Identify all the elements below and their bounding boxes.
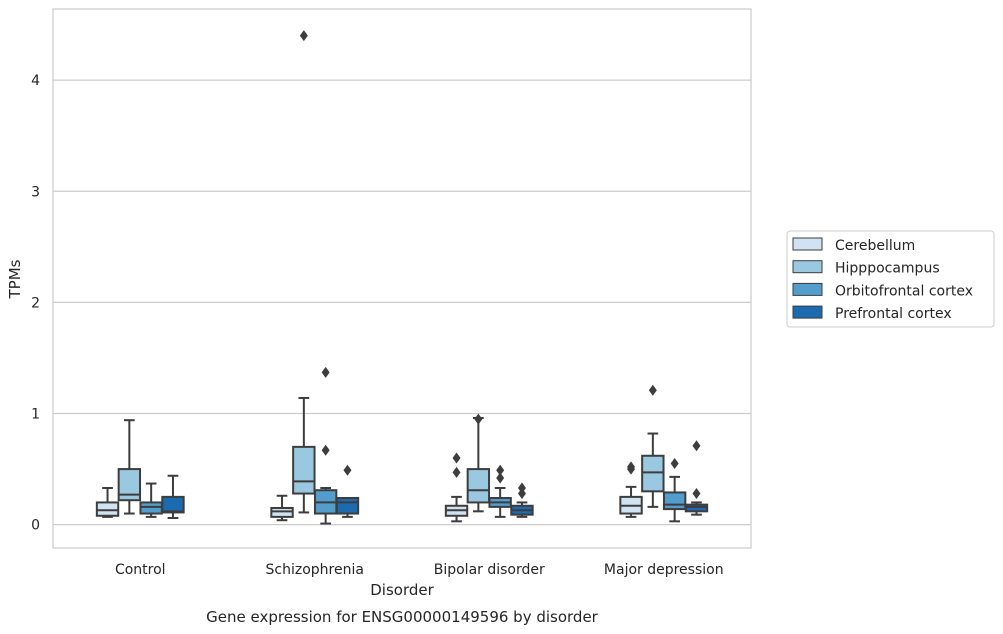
y-tick-labels: 0 1 2 3 4 — [31, 73, 40, 534]
x-tick-label: Bipolar disorder — [434, 562, 545, 578]
grid-lines — [53, 79, 751, 526]
box-cerebellum — [270, 494, 294, 522]
y-tick-label: 1 — [31, 407, 40, 423]
outlier-point — [517, 482, 526, 494]
outlier-point — [692, 440, 701, 452]
legend-swatch — [792, 305, 823, 319]
box-hipppocampus — [466, 413, 491, 513]
legend-swatch — [792, 260, 823, 274]
legend-items: Cerebellum Hipppocampus Orbitofrontal cort… — [792, 237, 973, 322]
legend-label: Cerebellum — [835, 238, 915, 254]
outlier-point — [648, 384, 657, 396]
box-iqr — [139, 501, 163, 515]
legend-label: Prefrontal cortex — [835, 306, 952, 322]
y-axis-label: TPMs — [6, 259, 24, 299]
outlier-point — [496, 472, 505, 484]
x-tick-label: Schizophrenia — [266, 562, 364, 578]
box-orbitofrontal-cortex — [139, 482, 163, 518]
outlier-point — [321, 366, 330, 378]
box-iqr — [161, 495, 185, 514]
x-tick-labels: Control Schizophrenia Bipolar disorder Majo… — [115, 562, 724, 578]
box-elements — [95, 30, 709, 525]
box-hipppocampus — [117, 419, 142, 515]
y-tick-label: 2 — [31, 295, 40, 311]
outlier-point — [452, 466, 461, 478]
outlier-point — [343, 464, 352, 476]
box-prefrontal-cortex — [161, 474, 185, 519]
box-cerebellum — [619, 461, 643, 518]
legend-swatch — [792, 237, 823, 251]
outlier-point — [627, 461, 636, 473]
outlier-point — [670, 458, 679, 470]
x-tick-label: Major depression — [604, 562, 724, 578]
box-iqr — [641, 454, 665, 493]
legend-swatch — [792, 282, 823, 296]
legend-frame — [786, 230, 995, 328]
y-tick-label: 0 — [31, 518, 40, 534]
box-orbitofrontal-cortex — [662, 458, 687, 523]
y-tick-label: 4 — [31, 73, 40, 89]
legend: Cerebellum Hipppocampus Orbitofrontal cort… — [786, 230, 995, 328]
legend-label: Orbitofrontal cortex — [835, 283, 973, 299]
box-cerebellum — [444, 452, 469, 523]
box-iqr — [662, 491, 687, 511]
outlier-point — [321, 444, 330, 456]
box-cerebellum — [95, 486, 120, 518]
box-orbitofrontal-cortex — [488, 464, 512, 518]
outlier-point — [452, 452, 461, 464]
box-iqr — [95, 501, 120, 517]
box-prefrontal-cortex — [335, 464, 360, 518]
box-iqr — [335, 496, 360, 515]
y-tick-label: 3 — [31, 184, 40, 200]
box-orbitofrontal-cortex — [313, 366, 338, 525]
box-iqr — [270, 506, 294, 518]
outlier-point — [299, 30, 308, 42]
box-iqr — [117, 468, 142, 502]
outlier-point — [517, 488, 526, 500]
x-axis-label: Disorder — [370, 581, 434, 599]
box-prefrontal-cortex — [684, 440, 709, 516]
legend-label: Hipppocampus — [835, 261, 940, 277]
box-hipppocampus — [641, 384, 665, 508]
box-prefrontal-cortex — [510, 482, 534, 518]
box-iqr — [292, 445, 316, 495]
box-iqr — [466, 468, 491, 504]
outlier-point — [496, 464, 505, 476]
outlier-point — [692, 488, 701, 500]
box-hipppocampus — [292, 30, 316, 514]
chart-title: Gene expression for ENSG00000149596 by d… — [206, 608, 599, 626]
x-tick-label: Control — [115, 562, 166, 578]
plot-area-frame — [52, 8, 752, 549]
box-iqr — [684, 503, 709, 513]
outlier-point — [474, 413, 483, 425]
